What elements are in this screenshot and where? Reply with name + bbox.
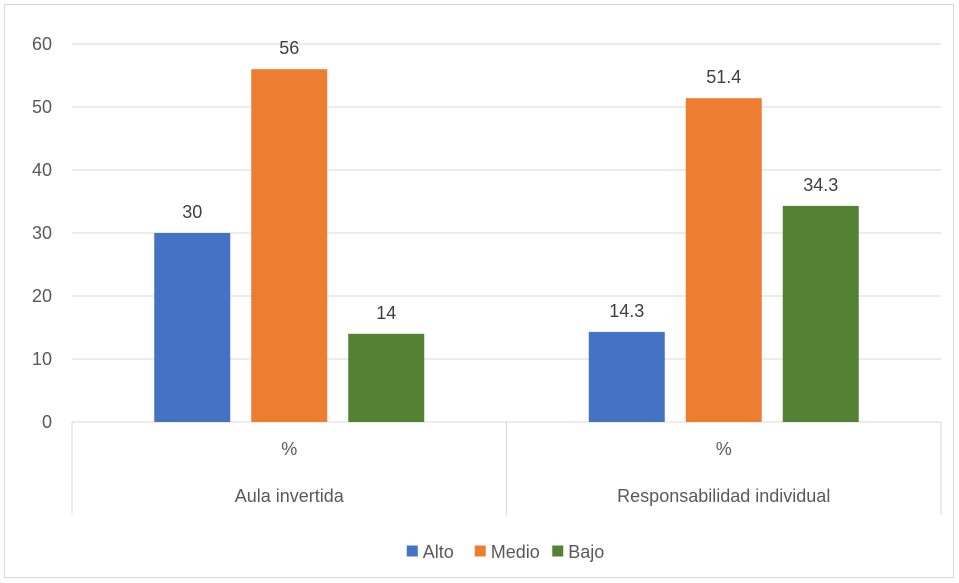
- y-tick-label: 20: [32, 286, 52, 306]
- data-label: 56: [279, 38, 299, 58]
- category-label: Responsabilidad individual: [617, 486, 830, 506]
- bar-alto: [154, 233, 231, 422]
- category-label: Aula invertida: [235, 486, 345, 506]
- legend-label-alto: Alto: [423, 542, 454, 562]
- legend: Alto Medio Bajo: [406, 542, 604, 562]
- legend-swatch-medio: [474, 545, 486, 557]
- y-tick-label: 50: [32, 97, 52, 117]
- data-label: 14.3: [609, 301, 644, 321]
- bar-medio: [251, 69, 328, 422]
- y-tick-label: 0: [42, 412, 52, 432]
- data-label: 34.3: [803, 175, 838, 195]
- y-tick-label: 60: [32, 34, 52, 54]
- bar-medio: [685, 98, 762, 423]
- bar-bajo: [348, 333, 425, 422]
- category-axis: % Aula invertida% Responsabilidad individu…: [71, 421, 942, 515]
- data-label: 14: [376, 303, 396, 323]
- data-label: 51.4: [706, 67, 741, 87]
- bar-bajo: [782, 205, 859, 422]
- legend-label-bajo: Bajo: [568, 542, 604, 562]
- y-tick-label: 10: [32, 349, 52, 369]
- bars: [154, 69, 859, 423]
- y-tick-label: 30: [32, 223, 52, 243]
- data-label: 30: [182, 202, 202, 222]
- y-tick-label: 40: [32, 160, 52, 180]
- legend-label-medio: Medio: [491, 542, 540, 562]
- bar-alto: [588, 331, 665, 422]
- category-sublabel: %: [716, 439, 732, 459]
- data-labels: 30 56 14 14.3 51.4 34.3: [182, 38, 838, 323]
- legend-swatch-alto: [406, 545, 418, 557]
- legend-swatch-bajo: [552, 545, 564, 557]
- category-sublabel: %: [281, 439, 297, 459]
